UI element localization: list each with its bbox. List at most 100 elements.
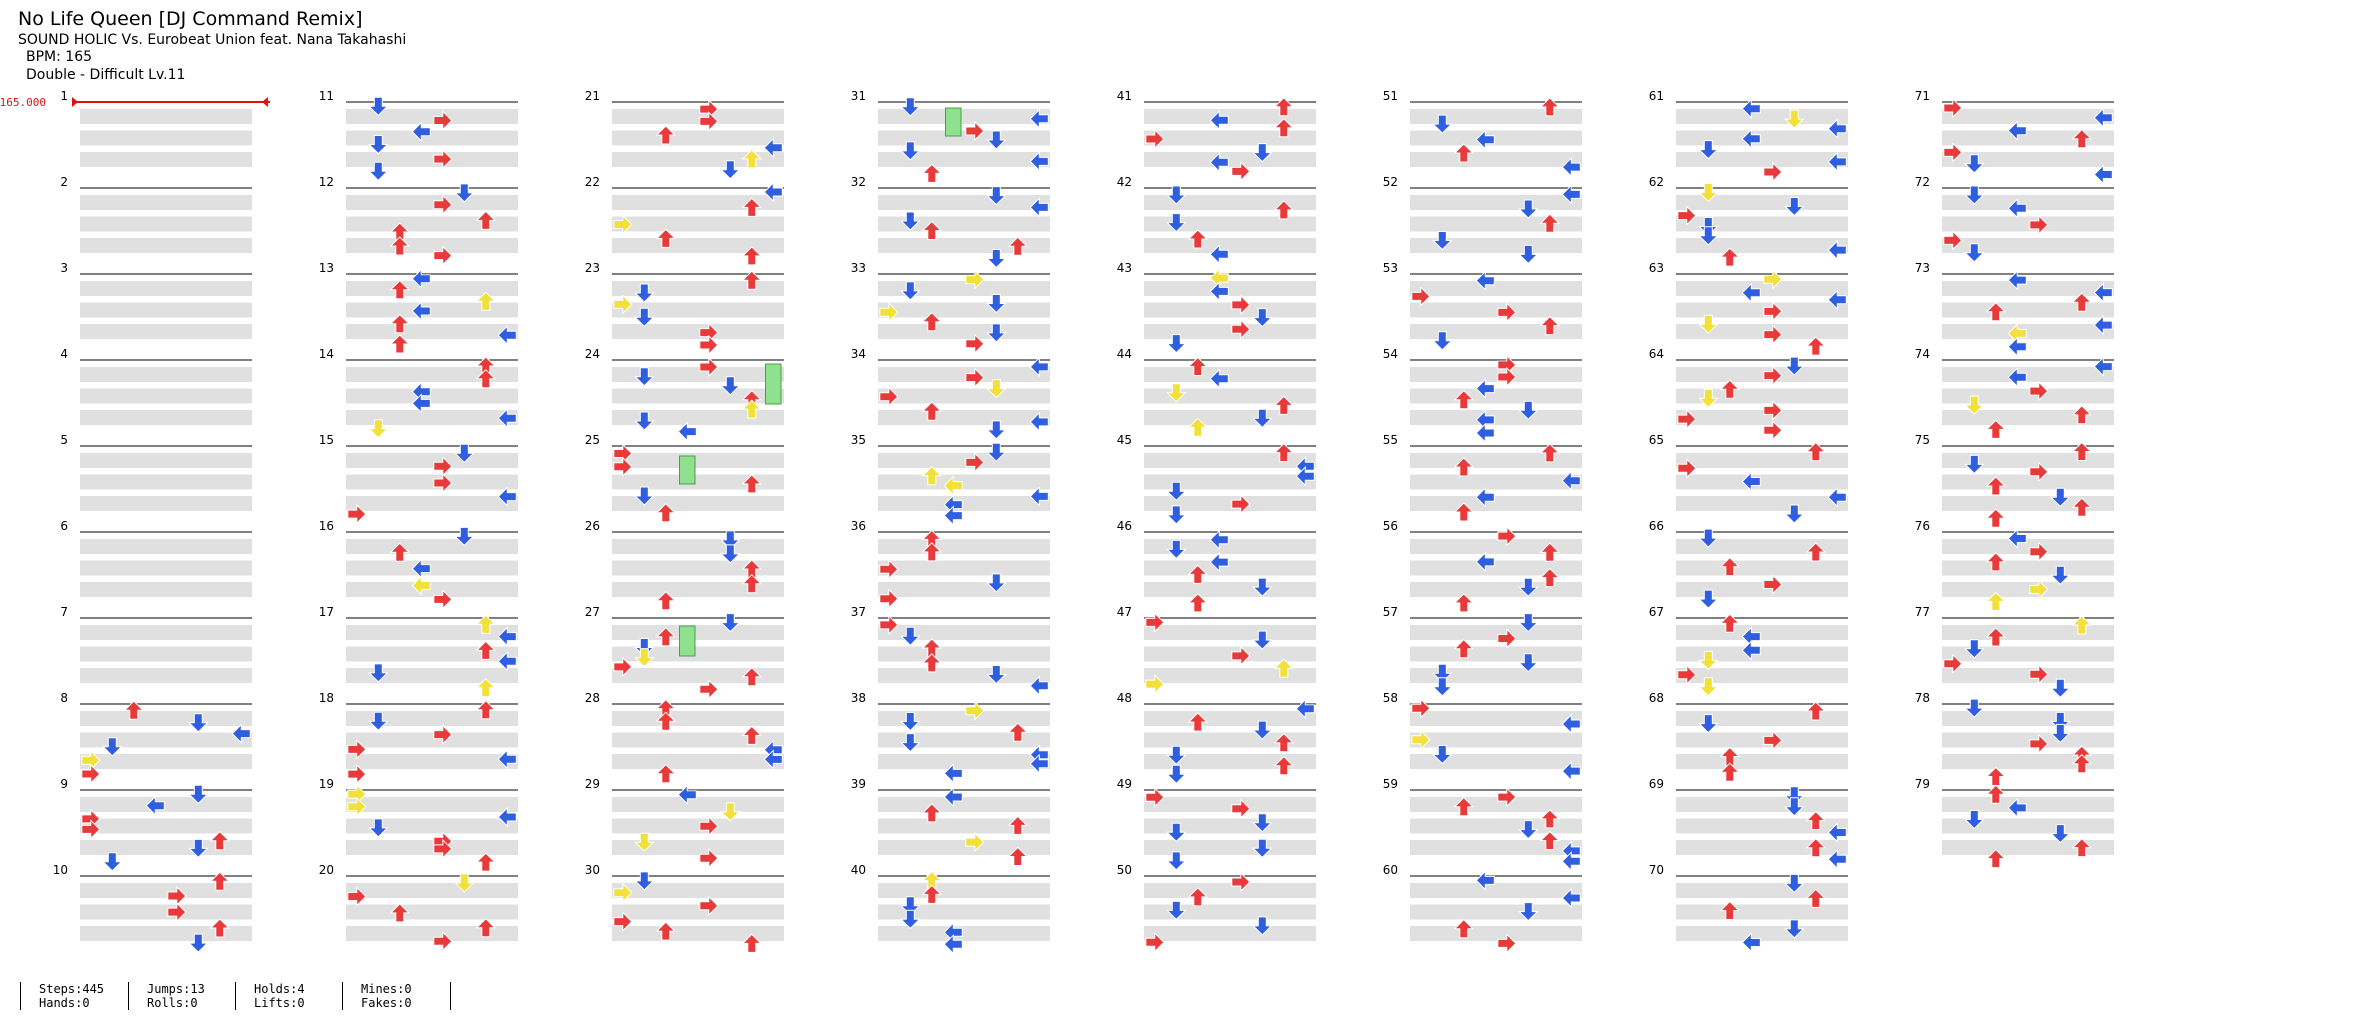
measure-number: 22 — [585, 175, 600, 189]
beat-band — [1144, 732, 1316, 748]
measure-74: 74 — [1915, 347, 2114, 439]
measure-number: 44 — [1117, 347, 1132, 361]
measure-10: 10 — [53, 863, 252, 953]
beat-band — [612, 109, 784, 124]
beat-band — [80, 840, 252, 855]
beat-band — [1410, 926, 1582, 941]
beat-band — [612, 130, 784, 146]
beat-band — [1942, 474, 2114, 490]
beat-band — [612, 582, 784, 597]
beat-band — [612, 754, 784, 769]
beat-band — [1410, 216, 1582, 232]
beat-band — [878, 625, 1050, 640]
beat-band — [878, 560, 1050, 576]
beat-band — [1676, 109, 1848, 124]
beat-band — [1410, 732, 1582, 748]
beat-band — [612, 324, 784, 339]
beat-band — [1942, 130, 2114, 146]
beat-band — [612, 840, 784, 855]
measure-42: 42 — [1117, 175, 1316, 264]
stats-divider — [450, 982, 451, 1010]
measure-number: 68 — [1649, 691, 1664, 705]
bpm-change-marker: 165.000 — [0, 96, 270, 109]
measure-5: 5 — [60, 433, 252, 511]
measure-13: 13 — [319, 261, 518, 354]
beat-band — [346, 646, 518, 662]
beat-band — [346, 754, 518, 769]
beat-band — [612, 281, 784, 296]
beat-band — [80, 582, 252, 597]
beat-band — [1410, 238, 1582, 253]
beat-band — [80, 281, 252, 296]
measure-number: 52 — [1383, 175, 1398, 189]
beat-band — [346, 797, 518, 812]
beat-band — [1676, 797, 1848, 812]
bpm-start-tick — [72, 97, 78, 107]
measure-79: 79 — [1915, 777, 2114, 869]
beat-band — [1410, 281, 1582, 296]
beat-band — [1144, 130, 1316, 146]
beat-band — [1144, 410, 1316, 425]
beat-band — [878, 302, 1050, 318]
measure-68: 68 — [1649, 691, 1848, 782]
beat-band — [878, 883, 1050, 898]
measure-63: 63 — [1649, 261, 1848, 356]
measure-64: 64 — [1649, 347, 1848, 440]
beat-band — [1942, 818, 2114, 834]
beat-band — [1410, 474, 1582, 490]
measure-71: 71 — [1915, 89, 2114, 184]
measure-number: 77 — [1915, 605, 1930, 619]
beat-band — [612, 883, 784, 898]
beat-band — [80, 818, 252, 834]
measure-51: 51 — [1383, 89, 1582, 177]
measure-47: 47 — [1117, 605, 1316, 694]
measure-number: 54 — [1383, 347, 1398, 361]
bpm-end-tick — [262, 97, 268, 107]
beat-band — [878, 732, 1050, 748]
beat-band — [1942, 732, 2114, 748]
measure-number: 25 — [585, 433, 600, 447]
beat-band — [1410, 582, 1582, 597]
beat-band — [878, 109, 1050, 124]
step-arrow — [1986, 508, 2006, 528]
beat-band — [612, 646, 784, 662]
beat-band — [1676, 904, 1848, 920]
beat-band — [1410, 668, 1582, 683]
beat-band — [346, 926, 518, 941]
measure-number: 53 — [1383, 261, 1398, 275]
beat-band — [346, 216, 518, 232]
beat-band — [1144, 216, 1316, 232]
beat-band — [346, 410, 518, 425]
beat-band — [612, 388, 784, 404]
measure-number: 16 — [319, 519, 334, 533]
measure-9: 9 — [60, 777, 252, 872]
measure-50: 50 — [1117, 863, 1316, 952]
beat-band — [612, 152, 784, 167]
beat-band — [1144, 711, 1316, 726]
beat-band — [1410, 195, 1582, 210]
measure-number: 78 — [1915, 691, 1930, 705]
beat-band — [1676, 582, 1848, 597]
measure-4: 4 — [60, 347, 252, 425]
mines-count: Mines:0 — [361, 982, 412, 996]
beat-band — [878, 754, 1050, 769]
beat-band — [1144, 281, 1316, 296]
beat-band — [80, 646, 252, 662]
beat-band — [80, 560, 252, 576]
measure-number: 41 — [1117, 89, 1132, 103]
step-arrow — [2093, 165, 2113, 184]
beat-band — [1144, 926, 1316, 941]
beat-band — [346, 904, 518, 920]
beat-band — [1676, 281, 1848, 296]
lifts-count: Lifts:0 — [254, 996, 305, 1010]
measure-45: 45 — [1117, 433, 1316, 525]
measure-number: 39 — [851, 777, 866, 791]
measure-number: 38 — [851, 691, 866, 705]
measure-number: 36 — [851, 519, 866, 533]
beat-band — [80, 388, 252, 404]
measure-29: 29 — [585, 777, 784, 868]
beat-band — [1676, 668, 1848, 683]
beat-band — [1410, 410, 1582, 425]
measure-number: 27 — [585, 605, 600, 619]
beat-band — [1676, 539, 1848, 554]
